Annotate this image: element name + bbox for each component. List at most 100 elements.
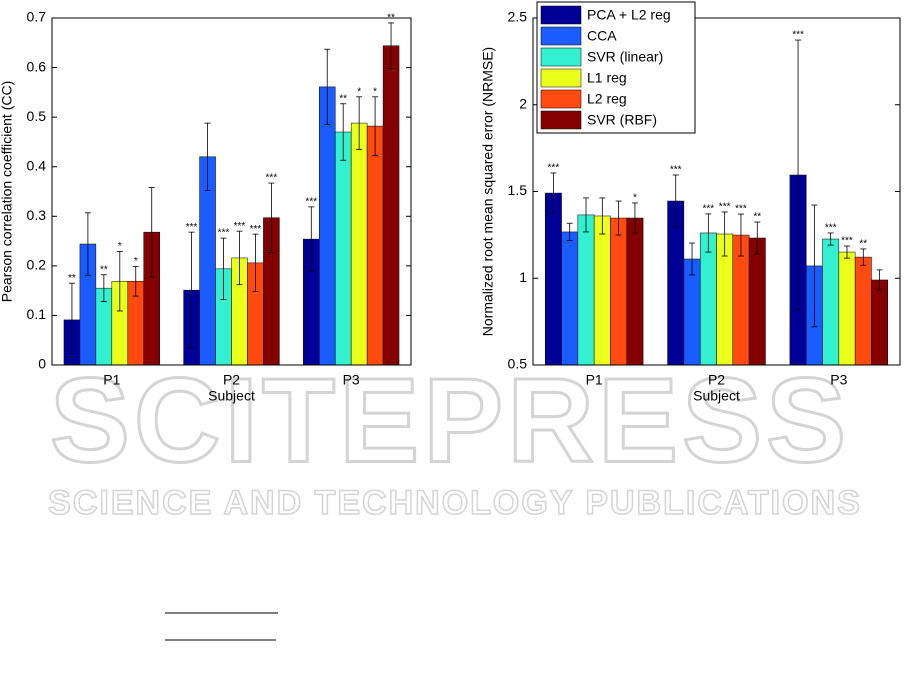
error-bar [811, 204, 818, 328]
significance-label: * [373, 86, 377, 97]
y-tick-label: 0.5 [27, 108, 47, 124]
x-tick-label: P1 [103, 372, 120, 388]
y-tick-label: 1.5 [508, 182, 528, 198]
error-bar [68, 282, 75, 357]
error-bar [843, 245, 850, 259]
error-bar [132, 265, 139, 297]
y-tick-label: 2.5 [508, 9, 528, 25]
error-bar [599, 197, 606, 235]
bar [748, 237, 766, 366]
error-bar [631, 202, 638, 234]
error-bar [583, 197, 590, 233]
y-tick-label: 0 [38, 356, 46, 372]
error-bar [236, 230, 243, 286]
bar [382, 45, 400, 366]
y-tick-label: 0.3 [27, 207, 47, 223]
plot-frame [532, 17, 901, 366]
significance-label: ** [339, 93, 347, 104]
x-tick-label: P2 [708, 372, 725, 388]
bar [593, 215, 611, 366]
error-bar [615, 200, 622, 236]
legend-swatch [540, 89, 582, 109]
significance-label: *** [186, 222, 198, 233]
significance-label: *** [825, 223, 837, 234]
error-bar [566, 222, 573, 242]
error-bar [84, 212, 91, 276]
error-bar [100, 274, 107, 302]
bar [334, 131, 352, 366]
error-bar [148, 187, 155, 278]
significance-label: * [134, 256, 138, 267]
legend-swatch [540, 26, 582, 46]
error-bar [308, 206, 315, 272]
significance-label: *** [250, 224, 262, 235]
bar [366, 125, 384, 366]
error-bar [827, 232, 834, 246]
significance-label: *** [719, 202, 731, 213]
error-bar [705, 213, 712, 253]
error-bar [860, 248, 867, 266]
significance-label: ** [68, 273, 76, 284]
error-bar [116, 251, 123, 312]
y-tick-label: 0.5 [508, 356, 528, 372]
significance-label: ** [859, 239, 867, 250]
bar [610, 217, 628, 366]
legend-label: CCA [587, 28, 617, 44]
x-tick-label: P1 [586, 372, 603, 388]
x-tick-label: P2 [223, 372, 240, 388]
significance-label: *** [305, 197, 317, 208]
y-tick-label: 0.2 [27, 257, 47, 273]
legend-label: L2 reg [587, 91, 627, 107]
y-axis-label: Normalized root mean squared error (NRMS… [480, 47, 496, 336]
error-bar [356, 96, 363, 150]
legend-swatch [540, 68, 582, 88]
error-bar [324, 48, 331, 125]
y-tick-label: 0.6 [27, 58, 47, 74]
legend-swatch [540, 47, 582, 67]
bar [699, 232, 717, 366]
bar [822, 238, 840, 366]
significance-label: ** [100, 264, 108, 275]
x-axis-label: Subject [693, 388, 740, 404]
error-bar [721, 211, 728, 257]
error-bar [268, 182, 275, 253]
watermark-title: SCITEPRESS [50, 354, 850, 488]
significance-label: * [118, 241, 122, 252]
error-bar [188, 231, 195, 349]
legend-label: SVR (linear) [587, 49, 663, 65]
bar [838, 251, 856, 366]
bar [577, 214, 595, 366]
significance-label: * [633, 193, 637, 204]
error-bar [737, 213, 744, 257]
y-axis-label: Pearson correlation coefficient (CC) [0, 81, 15, 303]
significance-label: *** [670, 165, 682, 176]
significance-label: *** [548, 163, 560, 174]
significance-label: *** [703, 204, 715, 215]
y-tick-label: 1 [519, 269, 527, 285]
legend-swatch [540, 5, 582, 25]
error-bar [220, 237, 227, 300]
bar [626, 217, 644, 366]
bar [854, 256, 872, 366]
error-bar [754, 221, 761, 255]
bar [544, 192, 562, 366]
error-bar [795, 39, 802, 311]
error-bar [876, 269, 883, 291]
plot-frame [51, 17, 412, 366]
significance-label: *** [792, 30, 804, 41]
significance-label: ** [753, 212, 761, 223]
y-tick-label: 0.1 [27, 306, 47, 322]
bar [319, 86, 336, 366]
watermark-subtitle: SCIENCE AND TECHNOLOGY PUBLICATIONS [48, 484, 862, 522]
error-bar [689, 242, 696, 276]
significance-label: *** [218, 228, 230, 239]
y-tick-label: 2 [519, 95, 527, 111]
significance-label: *** [234, 221, 246, 232]
error-bar [672, 174, 679, 228]
bar [871, 279, 889, 366]
significance-label: *** [266, 173, 278, 184]
error-bar [550, 172, 557, 214]
error-bar [388, 22, 395, 69]
bar [561, 231, 579, 366]
